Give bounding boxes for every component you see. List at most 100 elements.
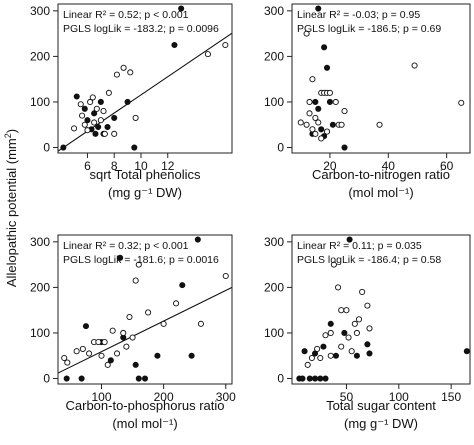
data-point-filled [315,5,322,12]
y-tick-label: 0 [43,141,50,155]
x-tick-label: 10 [134,159,148,173]
stat-annotation: PGLS logLik = -186.5; p = 0.69 [297,23,441,35]
data-point-open [61,354,68,362]
data-point-filled [194,236,201,243]
y-tick-label: 0 [277,141,284,155]
data-point-open [173,300,180,307]
data-point-open [366,325,373,332]
x-axis-unit: (mg g⁻¹ DW) [108,185,182,200]
data-point-filled [73,93,80,100]
data-point-open [222,272,229,280]
x-tick-label: 150 [441,390,461,404]
data-point-filled [366,350,373,357]
x-tick-label: 40 [382,159,396,173]
data-point-open [91,119,98,126]
data-point-filled [179,282,186,289]
data-point-open [222,41,229,49]
data-point-open [97,117,104,124]
y-tick-label: 300 [264,4,284,18]
y-tick-label: 100 [30,95,50,109]
data-point-filled [178,5,185,12]
y-tick-label: 200 [264,49,284,63]
data-point-open [95,339,102,346]
data-point-open [204,51,211,58]
x-axis-label: sqrt Total phenolics [89,167,201,182]
data-point-filled [60,144,67,151]
panel-p2: 20 40 60 0 100 200 300 Linear R² = -0.03; p = 0… [264,3,471,200]
data-point-open [87,98,94,106]
data-point-filled [346,236,353,243]
data-point-open [326,89,333,96]
data-point-filled [322,375,329,382]
y-tick-label: 300 [30,235,50,249]
data-point-open [315,119,322,126]
data-point-open [355,316,363,323]
data-point-filled [326,98,333,106]
x-tick-label: 50 [340,390,354,404]
data-point-open [71,125,78,132]
data-point-open [309,76,316,83]
data-point-filled [124,98,131,106]
data-point-open [345,334,352,341]
data-point-open [303,121,310,128]
data-point-filled [188,352,195,359]
x-tick-label: 300 [216,390,236,404]
data-point-filled [341,329,348,337]
x-axis-label: Carbon-to-phosphorus ratio [66,398,225,413]
data-point-open [113,350,121,357]
y-axis-label: Allelopathic potential (mm2) [3,129,19,287]
data-point-open [353,329,360,337]
data-point-filled [353,352,360,359]
data-point-open [89,94,96,101]
data-point-open [359,288,366,296]
stat-annotation: PGLS logLik = -186.4; p = 0.58 [297,254,441,266]
data-point-open [127,69,134,76]
data-point-open [314,345,321,352]
data-point-filled [317,375,324,382]
data-point-filled [81,105,88,112]
data-point-open [303,30,310,37]
data-point-filled [318,126,325,133]
data-point-open [79,112,86,119]
data-point-open [306,110,313,117]
x-tick-label: 6 [84,159,91,173]
data-point-open [338,121,345,128]
y-tick-label: 100 [264,95,284,109]
data-point-filled [301,348,308,355]
regression-line [57,32,233,152]
data-point-open [84,127,91,134]
panel-p4: 50 100 150 0 100 200 300 Linear R² = 0.11; p = … [264,234,471,431]
data-point-open [109,327,116,334]
data-point-open [126,313,133,321]
data-point-open [327,329,334,337]
data-point-open [86,350,93,357]
data-point-filled [332,352,340,359]
plot-frame [291,234,471,385]
data-point-open [322,332,329,339]
y-axis-label-sup: 2 [3,133,13,138]
data-point-open [317,354,324,362]
data-point-open [309,126,316,133]
plot-frame [57,234,233,385]
stat-annotation: PGLS logLik = -183.2; p = 0.0096 [63,23,219,35]
data-point-open [318,135,325,142]
data-point-open [123,343,130,350]
data-point-filled [63,375,70,382]
regression-line [57,286,233,374]
x-axis-unit: (mg g⁻¹ DW) [344,416,418,431]
data-point-open [376,121,383,128]
data-point-filled [306,375,313,382]
data-point-open [348,348,355,355]
x-axis-unit: (mol mol⁻¹) [348,185,413,200]
data-point-open [79,345,86,352]
data-point-open [308,354,315,362]
data-point-open [120,64,127,71]
data-point-filled [135,375,142,382]
data-point-open [312,130,319,137]
data-point-open [297,119,304,126]
data-point-open [197,320,204,327]
data-point-filled [78,375,85,382]
data-point-filled [131,144,138,151]
panel-p1: 6 8 10 12 0 100 200 300 Linear R² = 0.52; p < 0.… [30,3,233,200]
data-point-filled [117,254,124,261]
